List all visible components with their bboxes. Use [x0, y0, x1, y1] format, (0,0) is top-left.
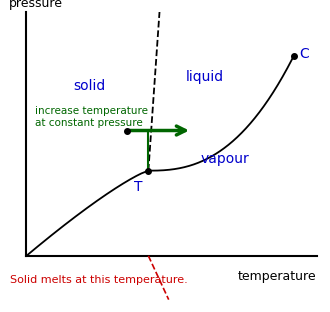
Text: vapour: vapour: [201, 152, 249, 166]
Text: solid: solid: [73, 79, 105, 93]
Text: T: T: [134, 180, 143, 194]
Text: increase temperature
at constant pressure: increase temperature at constant pressur…: [35, 106, 148, 128]
Text: Solid melts at this temperature.: Solid melts at this temperature.: [10, 275, 188, 285]
Text: C: C: [299, 47, 309, 61]
Text: pressure: pressure: [9, 0, 63, 10]
Text: temperature: temperature: [238, 271, 317, 283]
Text: liquid: liquid: [186, 70, 224, 84]
